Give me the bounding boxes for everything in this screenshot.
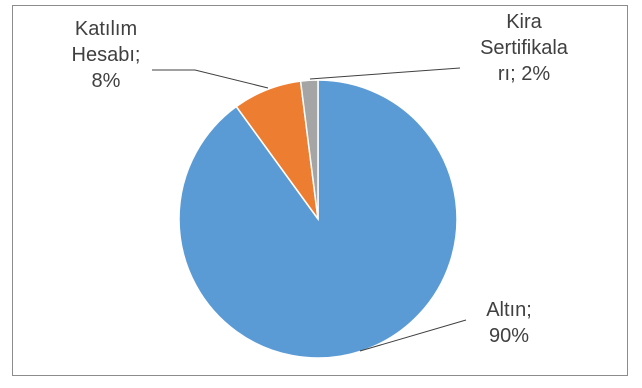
leader-kira-sertifikalari bbox=[309, 67, 461, 80]
label-kira-line-3: rı; 2% bbox=[497, 63, 551, 85]
leader-altin bbox=[359, 319, 467, 352]
leader-katilim-hesabi bbox=[152, 69, 269, 89]
label-katilim-hesabi: Katılım Hesabı; 8% bbox=[56, 16, 156, 94]
label-altin-line-1: Altın; bbox=[486, 299, 532, 321]
label-kira-line-2: Sertifikala bbox=[480, 37, 568, 59]
label-altin: Altın; 90% bbox=[469, 297, 549, 349]
label-kira-line-1: Kira bbox=[506, 11, 542, 33]
label-altin-line-2: 90% bbox=[488, 325, 530, 347]
label-katilim-line-2: Hesabı; bbox=[71, 44, 141, 66]
label-katilim-line-1: Katılım bbox=[74, 18, 138, 40]
label-kira-sertifikalari: Kira Sertifikala rı; 2% bbox=[464, 9, 584, 87]
slice-kira-sertifikalari bbox=[299, 79, 319, 220]
label-katilim-line-3: 8% bbox=[91, 70, 121, 92]
